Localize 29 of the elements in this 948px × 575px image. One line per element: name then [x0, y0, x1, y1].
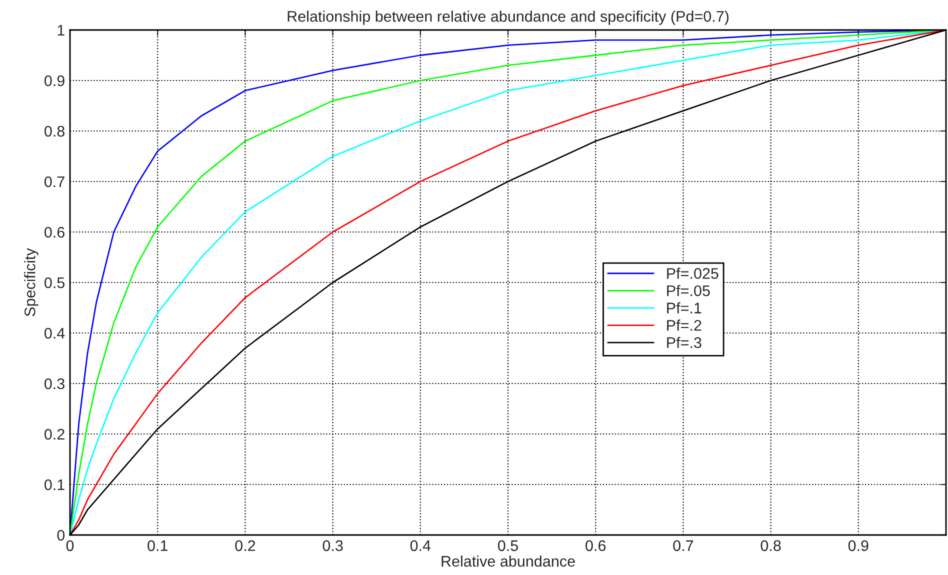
x-tick-label: 0.3 — [322, 540, 343, 552]
x-axis-title: Relative abundance — [442, 555, 575, 567]
y-tick-label: 0.1 — [44, 479, 64, 490]
y-axis-title: Specificity — [24, 248, 38, 316]
x-tick-label: 0.1 — [148, 540, 168, 552]
x-tick-label: 0.9 — [848, 540, 868, 552]
y-tick-label: 0 — [57, 530, 65, 541]
y-tick-label: 0.6 — [44, 226, 64, 238]
x-tick-label: 0 — [66, 540, 74, 552]
x-tick-label: 0.2 — [235, 540, 256, 552]
y-tick-label: 1 — [58, 25, 64, 36]
y-tick-label: 0.9 — [44, 75, 64, 86]
legend-label: Pf=.05 — [667, 284, 710, 296]
y-tick-label: 0.8 — [44, 126, 64, 137]
y-tick-label: 0.4 — [44, 328, 65, 339]
y-tick-label: 0.3 — [44, 378, 64, 390]
legend-label: Pf=.025 — [667, 268, 718, 279]
legend-label: Pf=.2 — [667, 320, 702, 331]
legend-label: Pf=.1 — [667, 302, 702, 314]
x-tick-label: 0.5 — [498, 540, 518, 552]
y-tick-label: 0.2 — [44, 428, 64, 440]
chart-title: Relationship between relative abundance and specificity (Pd=0.7) — [288, 10, 729, 25]
x-tick-label: 0.8 — [760, 540, 781, 552]
x-tick-label: 0.6 — [586, 540, 606, 552]
y-tick-label: 0.5 — [44, 277, 64, 288]
x-tick-label: 0.7 — [673, 540, 694, 552]
x-tick-label: 0.4 — [410, 540, 431, 552]
y-tick-label: 0.7 — [44, 176, 64, 188]
legend-label: Pf=.3 — [667, 336, 702, 348]
